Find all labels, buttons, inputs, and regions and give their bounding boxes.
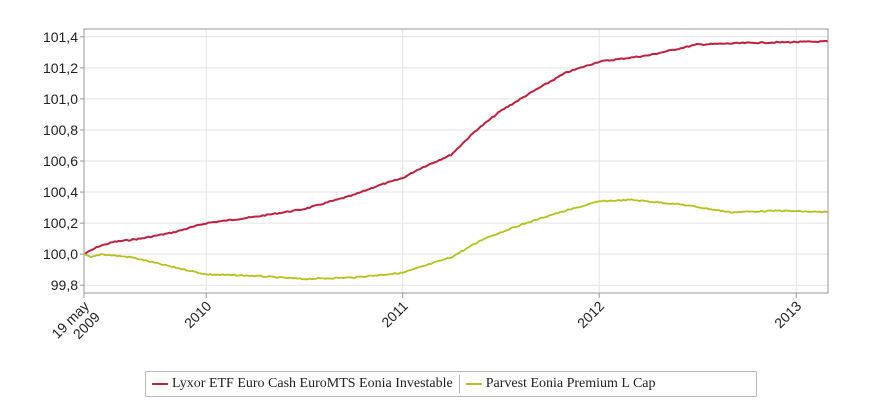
legend: Lyxor ETF Euro Cash EuroMTS Eonia Invest… bbox=[145, 371, 757, 397]
x-tick-label: 2013 bbox=[771, 298, 804, 331]
x-tick-label: 19 may2009 bbox=[48, 298, 103, 353]
legend-divider bbox=[458, 375, 460, 393]
y-tick-label: 101,4 bbox=[43, 29, 78, 45]
series-layer bbox=[83, 40, 829, 281]
legend-swatch-lyxor bbox=[152, 383, 168, 385]
series-line-lyxor[interactable] bbox=[83, 40, 829, 256]
grid-lines bbox=[84, 29, 828, 293]
legend-label-lyxor: Lyxor ETF Euro Cash EuroMTS Eonia Invest… bbox=[172, 376, 453, 391]
legend-item-lyxor[interactable]: Lyxor ETF Euro Cash EuroMTS Eonia Invest… bbox=[146, 376, 459, 392]
y-tick-label: 101,0 bbox=[43, 91, 78, 107]
legend-item-parvest[interactable]: Parvest Eonia Premium L Cap bbox=[460, 376, 662, 392]
y-tick-label: 100,2 bbox=[43, 215, 78, 231]
x-tick-label: 2010 bbox=[181, 298, 214, 331]
plot-area-frame bbox=[83, 28, 829, 294]
legend-swatch-parvest bbox=[465, 383, 482, 385]
y-axis-ticks: 101,4 101,2 101,0 100,8 100,6 100,4 100,2 100,0… bbox=[43, 29, 84, 293]
x-axis-ticks: 19 may2009 2010 2011 2012 2013 bbox=[48, 293, 805, 353]
y-tick-label: 99,8 bbox=[51, 277, 78, 293]
legend-label-parvest: Parvest Eonia Premium L Cap bbox=[485, 376, 656, 391]
line-chart: 101,4 101,2 101,0 100,8 100,6 100,4 100,2 100,0… bbox=[43, 28, 829, 353]
y-tick-label: 100,8 bbox=[43, 122, 78, 138]
y-tick-label: 100,0 bbox=[43, 246, 78, 262]
x-tick-label: 2011 bbox=[378, 298, 411, 331]
y-tick-label: 100,6 bbox=[43, 153, 78, 169]
series-line-parvest[interactable] bbox=[83, 198, 829, 281]
y-tick-label: 101,2 bbox=[43, 60, 78, 76]
y-tick-label: 100,4 bbox=[43, 184, 78, 200]
x-tick-label: 2012 bbox=[574, 298, 607, 331]
